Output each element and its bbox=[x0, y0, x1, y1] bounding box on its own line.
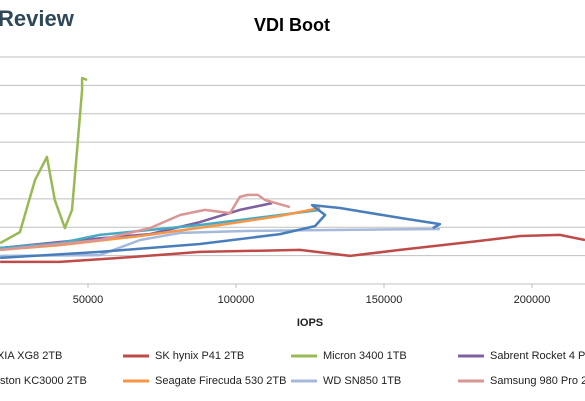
series-line bbox=[0, 203, 442, 260]
legend-label: Micron 3400 1TB bbox=[323, 350, 407, 362]
legend-label: Samsung 980 Pro 2TB bbox=[490, 375, 585, 387]
x-tick-label: 150000 bbox=[366, 294, 403, 306]
x-axis-title: IOPS bbox=[297, 317, 323, 329]
series-line bbox=[0, 227, 440, 258]
series-line bbox=[0, 233, 585, 264]
legend-label: SK hynix P41 2TB bbox=[155, 350, 244, 362]
legend-label: Seagate Firecuda 530 2TB bbox=[155, 375, 286, 387]
legend-label: Kingston KC3000 2TB bbox=[0, 375, 87, 387]
x-tick-label: 200000 bbox=[514, 294, 551, 306]
legend-label: KIOXIA XG8 2TB bbox=[0, 350, 62, 362]
series-line bbox=[0, 76, 88, 245]
legend-label: Sabrent Rocket 4 Plus 2TB bbox=[490, 350, 585, 362]
legend-label: WD SN850 1TB bbox=[323, 375, 401, 387]
logo: Review bbox=[0, 6, 75, 31]
x-tick-label: 50000 bbox=[73, 294, 104, 306]
x-tick-label: 100000 bbox=[218, 294, 255, 306]
chart-title: VDI Boot bbox=[254, 15, 330, 35]
series-line bbox=[0, 193, 291, 252]
